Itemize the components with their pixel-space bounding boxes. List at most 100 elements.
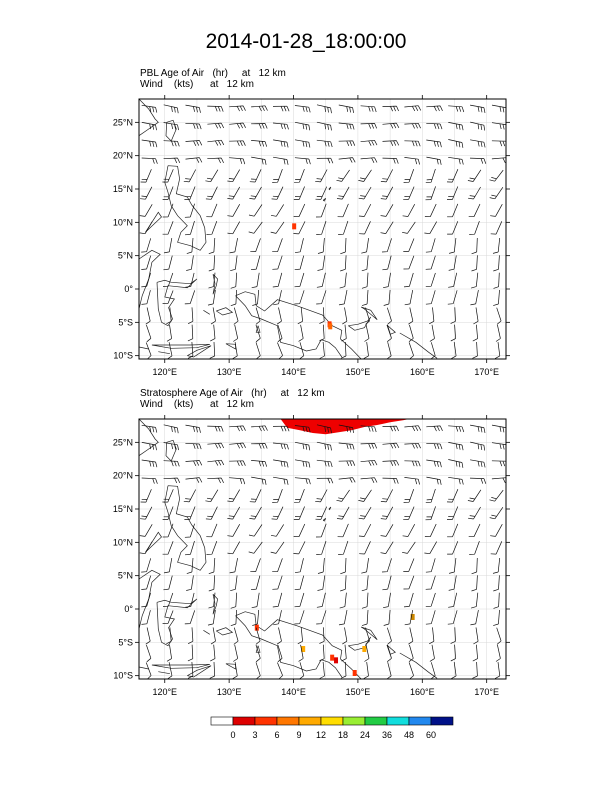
wind-barb	[338, 424, 354, 433]
wind-barb	[229, 157, 246, 165]
wind-barb	[294, 105, 311, 113]
wind-barb	[363, 662, 369, 679]
wind-barb	[364, 644, 370, 662]
wind-barb	[448, 272, 458, 288]
colorbar-label: 6	[274, 730, 279, 740]
coastline	[156, 278, 198, 327]
wind-barb	[450, 627, 456, 644]
wind-barb	[294, 575, 305, 591]
wind-barb	[207, 425, 224, 432]
wind-barb	[184, 203, 195, 218]
wind-barb	[380, 489, 394, 503]
wind-barb	[496, 627, 502, 645]
wind-barb	[255, 627, 261, 645]
wind-barb	[408, 662, 414, 679]
coastline	[399, 652, 438, 679]
wind-barb	[425, 272, 436, 288]
wind-barb	[166, 627, 172, 645]
wind-barb	[248, 524, 263, 537]
wind-barb	[447, 221, 459, 235]
wind-barb	[425, 186, 436, 201]
wind-barb	[272, 425, 290, 432]
wind-barb	[145, 342, 152, 359]
wind-barb	[209, 341, 216, 359]
wind-barb	[206, 220, 218, 235]
wind-barb	[294, 558, 304, 574]
wind-barb	[383, 592, 391, 609]
wind-barb	[361, 592, 369, 609]
wind-barb	[447, 203, 459, 218]
wind-barbs	[139, 424, 506, 679]
wind-barb	[162, 610, 174, 624]
coastline	[165, 439, 177, 462]
wind-barb	[360, 459, 378, 466]
wind-barb	[494, 662, 501, 679]
wind-barb	[447, 290, 458, 305]
coastline	[151, 663, 210, 669]
wind-barb	[386, 307, 392, 325]
wind-barb	[272, 442, 289, 450]
coastlines	[139, 419, 438, 679]
wind-barb	[232, 342, 238, 359]
wind-barb	[336, 186, 350, 200]
wind-barb	[210, 324, 216, 342]
coastline	[212, 274, 218, 295]
wind-barb	[429, 644, 435, 662]
wind-barb	[425, 168, 436, 184]
wind-barb	[227, 186, 241, 200]
coastlines	[139, 99, 438, 359]
x-tick-label: 120°E	[152, 367, 177, 377]
wind-barb	[470, 441, 486, 451]
y-tick-label: 15°N	[113, 504, 133, 514]
x-tick-label: 160°E	[410, 367, 435, 377]
x-tick-label: 130°E	[217, 367, 242, 377]
y-tick-label: 0°	[124, 284, 133, 294]
age-of-air-patch	[334, 657, 339, 664]
y-tick-label: 25°N	[113, 117, 133, 127]
coastline	[216, 627, 234, 636]
wind-barb	[229, 460, 246, 467]
wind-barb	[469, 477, 487, 484]
wind-barb	[408, 307, 414, 325]
wind-barb	[230, 592, 238, 609]
wind-barb	[316, 592, 326, 608]
wind-barb	[162, 221, 174, 235]
wind-barb	[471, 557, 478, 575]
wind-barb	[276, 307, 282, 325]
wind-barb	[251, 592, 260, 609]
wind-barb	[382, 255, 392, 271]
wind-barb	[493, 609, 500, 626]
wind-barb	[468, 186, 481, 200]
wind-barb	[230, 272, 238, 289]
wind-barb	[316, 441, 332, 451]
colorbar-label: 9	[296, 730, 301, 740]
wind-barb	[273, 476, 289, 485]
wind-barb	[408, 324, 414, 342]
wind-barb	[317, 255, 326, 271]
colorbar-box	[430, 716, 454, 726]
x-tick-label: 150°E	[346, 687, 371, 697]
wind-barb	[383, 272, 391, 289]
wind-barb	[341, 644, 347, 662]
wind-barb	[489, 489, 504, 502]
wind-barb	[340, 341, 347, 359]
wind-barb	[425, 575, 436, 590]
wind-barb	[272, 105, 290, 112]
wind-barb	[450, 324, 456, 342]
wind-barb	[145, 662, 152, 679]
wind-barb	[338, 477, 356, 483]
wind-barb	[429, 627, 435, 645]
wind-barb	[185, 272, 195, 288]
wind-barb	[186, 557, 194, 574]
coastline	[348, 316, 372, 331]
wind-barb	[252, 609, 260, 626]
wind-barb	[208, 237, 216, 255]
wind-barb	[272, 255, 283, 270]
wind-barb	[469, 157, 487, 164]
wind-barb	[163, 238, 173, 254]
wind-barb	[319, 307, 325, 324]
panel2-subtitle: Wind (kts) at 12 km	[140, 399, 254, 410]
wind-barb	[316, 121, 332, 131]
wind-barb	[207, 442, 225, 449]
coastline	[139, 346, 149, 350]
